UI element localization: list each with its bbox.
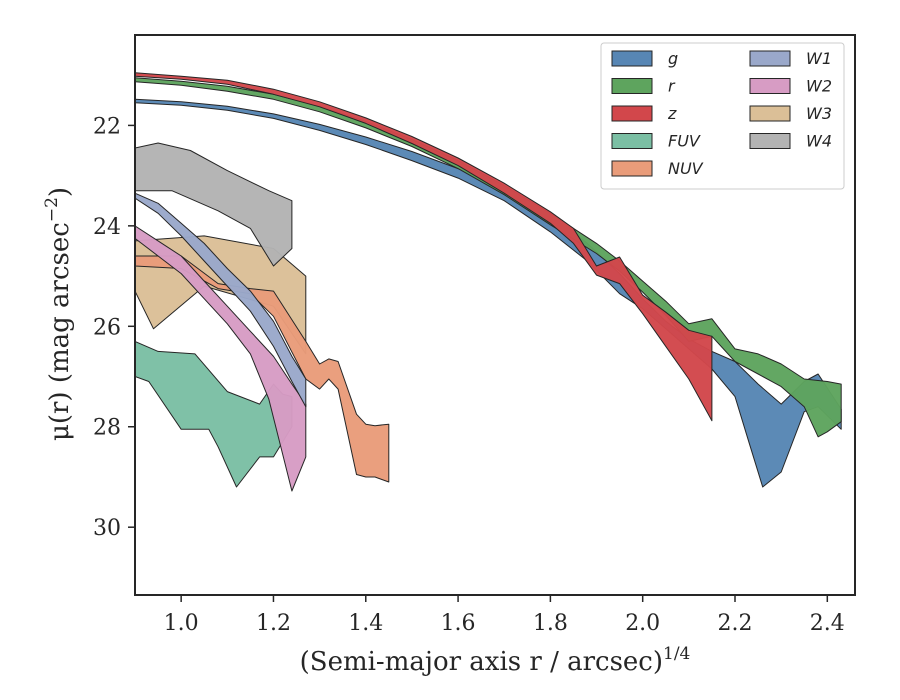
y-axis-label: μ(r) (mag arcsec−2) <box>42 187 75 441</box>
y-tick-label: 24 <box>93 215 121 240</box>
legend-item-nuv: NUV <box>611 159 704 178</box>
legend-item-w2: W2 <box>749 77 832 96</box>
x-tick-label: 2.4 <box>810 611 845 636</box>
legend-swatch <box>611 133 653 149</box>
band-w4 <box>135 142 293 267</box>
x-tick-label: 1.6 <box>441 611 476 636</box>
y-tick-label: 28 <box>93 416 121 441</box>
legend-label: W1 <box>806 49 832 68</box>
x-tick-label: 1.2 <box>256 611 291 636</box>
legend-item-w3: W3 <box>749 104 832 123</box>
legend-swatch <box>749 133 791 149</box>
legend-item-r: r <box>611 77 676 96</box>
legend-item-fuv: FUV <box>611 132 701 151</box>
band-w1 <box>135 192 307 408</box>
legend-swatch <box>611 78 653 94</box>
legend-item-z: z <box>611 104 677 123</box>
legend-label: g <box>668 49 678 68</box>
legend-item-w4: W4 <box>749 132 832 151</box>
legend-item-w1: W1 <box>749 49 832 68</box>
x-axis-ticks: 1.0 1.2 1.4 1.6 1.8 2.0 2.2 2.4 <box>164 595 845 636</box>
legend-swatch <box>611 160 653 177</box>
plot-frame <box>134 34 856 596</box>
surface-brightness-bands <box>135 72 842 492</box>
x-tick-label: 1.0 <box>164 611 199 636</box>
legend-label: W2 <box>806 77 832 96</box>
y-axis-ticks: 22 24 26 28 30 <box>93 114 135 541</box>
legend: grz FUV NUV W1 W2 W3 W4 <box>600 42 845 190</box>
legend-swatch <box>749 50 791 67</box>
legend-swatch <box>611 105 653 122</box>
x-tick-label: 2.2 <box>718 611 753 636</box>
legend-label: z <box>667 104 677 123</box>
y-tick-label: 26 <box>93 315 121 340</box>
y-tick-label: 22 <box>93 114 121 139</box>
legend-swatch <box>749 78 791 94</box>
legend-item-g: g <box>611 49 678 68</box>
x-tick-label: 1.8 <box>533 611 568 636</box>
y-tick-label: 30 <box>93 516 121 541</box>
legend-label: r <box>668 77 676 96</box>
legend-swatch <box>611 50 653 67</box>
x-tick-label: 2.0 <box>625 611 660 636</box>
legend-label: FUV <box>668 132 701 151</box>
x-tick-label: 1.4 <box>348 611 383 636</box>
legend-label: W3 <box>806 104 832 123</box>
legend-label: NUV <box>668 159 704 178</box>
x-axis-label: (Semi-major axis r / arcsec)1/4 <box>300 644 691 677</box>
band-w2 <box>135 225 307 492</box>
legend-swatch <box>749 105 791 122</box>
legend-label: W4 <box>806 132 832 151</box>
band-z <box>135 72 713 422</box>
